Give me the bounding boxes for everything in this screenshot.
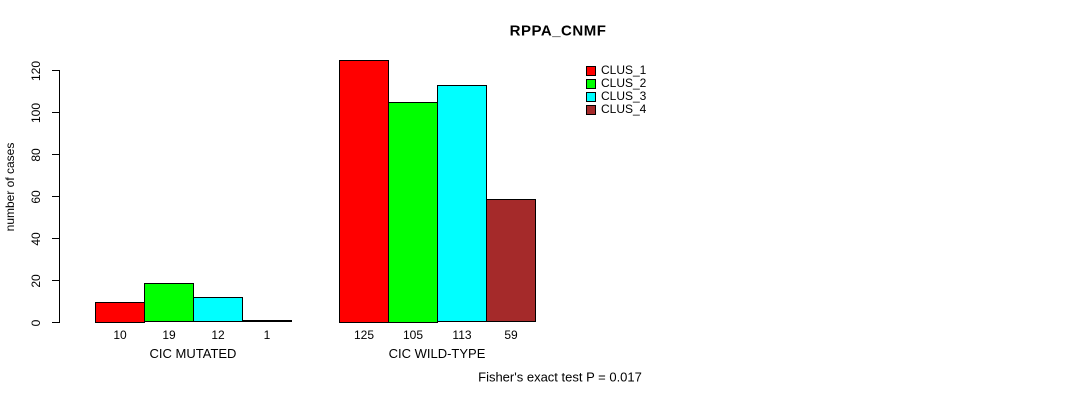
legend-item-clus_2: CLUS_2 <box>586 77 646 90</box>
bar-value-label: 1 <box>263 328 271 342</box>
bar-value-label: 59 <box>504 328 518 342</box>
bar-clus_2-2 <box>388 102 438 323</box>
bar-clus_1-2 <box>339 60 389 323</box>
y-tick-mark <box>51 69 59 72</box>
y-tick-label: 60 <box>29 189 43 204</box>
y-tick-label: 40 <box>29 231 43 246</box>
legend-item-clus_4: CLUS_4 <box>586 103 646 116</box>
legend-label: CLUS_2 <box>601 76 647 90</box>
bar-clus_1-1 <box>95 301 145 323</box>
bar-value-label: 105 <box>402 328 424 342</box>
bar-value-label: 113 <box>452 328 472 342</box>
bar-clus_3-1 <box>193 297 243 323</box>
y-tick-mark <box>51 111 59 114</box>
y-tick-mark <box>51 153 59 156</box>
legend-label: CLUS_1 <box>601 63 647 77</box>
bar-value-label: 19 <box>162 328 176 342</box>
group-label-2: CIC WILD-TYPE <box>388 346 486 361</box>
y-tick-mark <box>51 237 59 240</box>
y-axis-label: number of cases <box>3 142 17 232</box>
y-tick-mark <box>51 321 59 324</box>
y-tick-label: 80 <box>29 147 43 162</box>
legend-item-clus_1: CLUS_1 <box>586 64 646 77</box>
legend-label: CLUS_3 <box>601 89 647 103</box>
y-tick-label: 120 <box>29 60 43 81</box>
y-tick-label: 100 <box>29 102 43 123</box>
group-label-1: CIC MUTATED <box>149 346 237 361</box>
y-tick-mark <box>51 195 59 198</box>
bar-value-label: 125 <box>353 328 375 342</box>
y-tick-label: 0 <box>29 319 43 326</box>
bar-value-label: 10 <box>113 328 127 342</box>
legend-swatch-icon <box>586 65 596 76</box>
y-axis <box>58 69 60 323</box>
chart-title: RPPA_CNMF <box>509 22 607 40</box>
legend: CLUS_1 CLUS_2 CLUS_3 CLUS_4 <box>586 64 646 116</box>
bar-clus_4-1 <box>242 320 292 323</box>
legend-item-clus_3: CLUS_3 <box>586 90 646 103</box>
legend-swatch-icon <box>586 91 596 102</box>
legend-swatch-icon <box>586 78 596 89</box>
legend-swatch-icon <box>586 104 596 115</box>
bar-clus_3-2 <box>437 85 487 323</box>
bar-clus_2-1 <box>144 282 194 323</box>
annotation-text: Fisher's exact test P = 0.017 <box>478 369 642 385</box>
legend-label: CLUS_4 <box>601 102 647 116</box>
y-tick-label: 20 <box>29 273 43 288</box>
bar-value-label: 12 <box>211 328 225 342</box>
bar-clus_4-2 <box>486 198 536 323</box>
y-tick-mark <box>51 279 59 282</box>
